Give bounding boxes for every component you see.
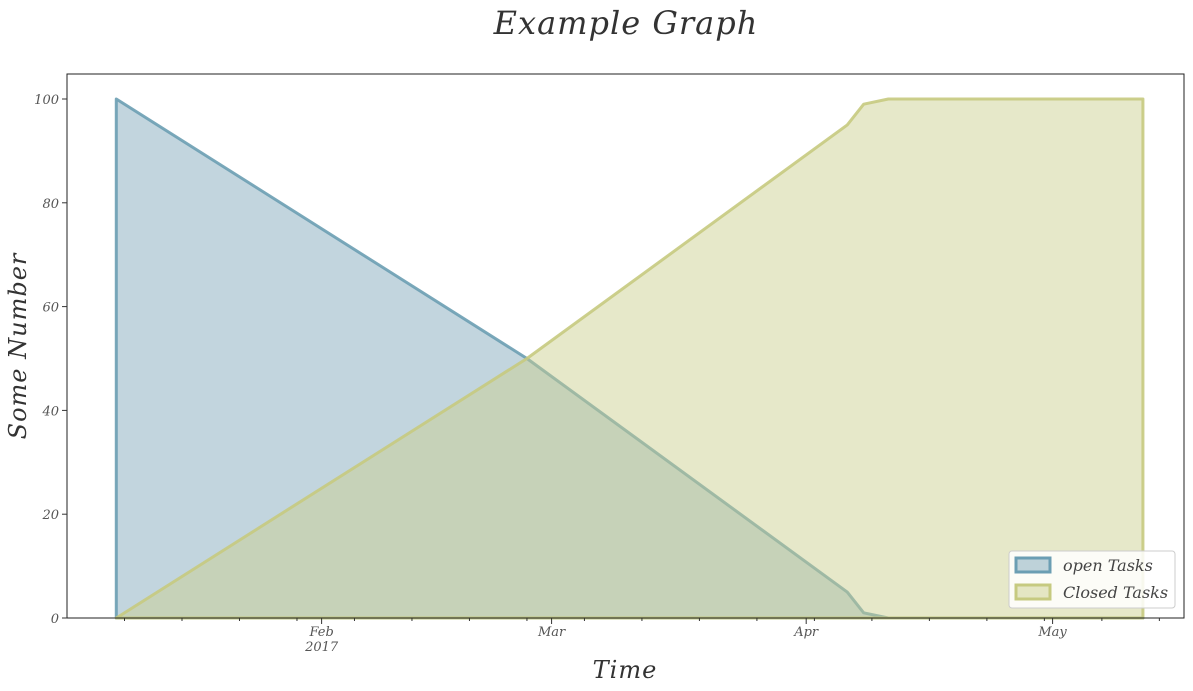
legend-label-closed-tasks: Closed Tasks	[1063, 583, 1168, 602]
plot-area	[67, 74, 1184, 618]
legend-swatch-open-tasks	[1014, 556, 1052, 574]
y-tick-label: 0	[51, 612, 59, 627]
x-tick-label: Apr	[793, 625, 819, 640]
y-tick-label: 80	[42, 197, 59, 212]
y-tick-label: 40	[41, 404, 59, 419]
y-tick-label: 100	[34, 93, 59, 108]
x-axis-label: Time	[593, 656, 658, 684]
y-axis: 0 20 40 60 80 100	[34, 93, 67, 627]
y-tick-label: 20	[41, 508, 59, 523]
legend-swatch-closed-tasks	[1014, 583, 1052, 601]
series-area-closed-tasks	[114, 97, 1145, 620]
chart-title: Example Graph	[493, 4, 759, 42]
y-tick-label: 60	[42, 301, 59, 316]
x-tick-sublabel: 2017	[304, 640, 339, 655]
x-tick-label: Feb	[308, 625, 333, 640]
plot-frame	[66, 73, 1185, 619]
x-tick-label: Mar	[537, 625, 566, 640]
legend: open Tasks Closed Tasks	[1008, 550, 1176, 609]
y-axis-label: Some Number	[4, 252, 32, 439]
x-tick-label: May	[1037, 625, 1067, 640]
legend-label-open-tasks: open Tasks	[1063, 556, 1153, 575]
